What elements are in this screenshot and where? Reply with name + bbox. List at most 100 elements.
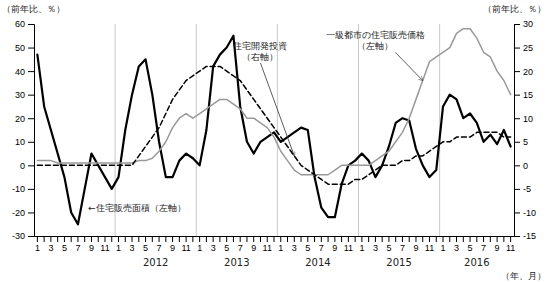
x-tick <box>98 236 99 242</box>
x-tick <box>165 236 166 242</box>
x-tick <box>192 236 193 242</box>
x-tick <box>206 236 207 242</box>
x-tick: 9 <box>413 236 418 253</box>
y-tick-mark <box>28 236 34 237</box>
y2-tick: 30 <box>514 19 533 29</box>
y-tick-label: -10 <box>12 184 25 194</box>
x-tick <box>152 236 153 242</box>
x-axis: 1357911135791113579111357911135791113579… <box>35 236 516 253</box>
x-tick <box>341 236 342 242</box>
x-tick-label: 7 <box>481 243 486 253</box>
x-tick-mark <box>145 236 146 242</box>
y-tick-mark <box>28 48 34 49</box>
x-tick <box>125 236 126 242</box>
x-tick-mark <box>138 236 139 242</box>
x-tick: 11 <box>181 236 190 253</box>
x-tick-label: 1 <box>35 243 40 253</box>
x-tick-mark <box>490 236 491 242</box>
x-tick: 5 <box>468 236 473 253</box>
y-tick-mark <box>28 71 34 72</box>
x-tick-label: 7 <box>400 243 405 253</box>
x-tick-label: 11 <box>344 243 353 253</box>
x-tick-mark <box>104 236 105 242</box>
x-tick-mark <box>497 236 498 242</box>
y2-tick: 10 <box>514 114 533 124</box>
x-tick: 1 <box>116 236 121 253</box>
x-tick-label: 7 <box>319 243 324 253</box>
y2-tick-mark <box>514 71 520 72</box>
x-tick-mark <box>503 236 504 242</box>
x-tick-mark <box>44 236 45 242</box>
x-tick-mark <box>260 236 261 242</box>
x-tick-mark <box>179 236 180 242</box>
x-tick: 5 <box>224 236 229 253</box>
y-tick: 50 <box>15 43 34 53</box>
x-tick-mark <box>301 236 302 242</box>
y-tick-mark <box>28 189 34 190</box>
y2-tick-label: -15 <box>523 231 536 241</box>
x-tick: 9 <box>251 236 256 253</box>
year-label: 2012 <box>143 257 168 268</box>
x-tick: 7 <box>75 236 80 253</box>
x-tick <box>274 236 275 242</box>
x-tick: 7 <box>319 236 324 253</box>
y-tick-label: 30 <box>15 90 25 100</box>
x-tick: 9 <box>332 236 337 253</box>
y2-tick-mark <box>514 24 520 25</box>
x-tick: 9 <box>89 236 94 253</box>
x-tick: 5 <box>386 236 391 253</box>
x-tick: 3 <box>130 236 135 253</box>
y-tick: 30 <box>15 90 34 100</box>
y2-tick: 15 <box>514 90 533 100</box>
x-tick-mark <box>213 236 214 242</box>
x-tick: 5 <box>62 236 67 253</box>
x-tick-mark <box>159 236 160 242</box>
y2-tick: -15 <box>514 231 536 241</box>
x-tick-mark <box>280 236 281 242</box>
x-tick <box>179 236 180 242</box>
annotation: 一級都市の住宅販売価格（左軸） <box>326 30 425 51</box>
x-tick-mark <box>314 236 315 242</box>
x-tick-label: 5 <box>305 243 310 253</box>
y-tick-label: 60 <box>15 19 25 29</box>
x-tick: 7 <box>157 236 162 253</box>
x-tick <box>395 236 396 242</box>
y-tick: 40 <box>15 66 34 76</box>
x-tick <box>382 236 383 242</box>
y-tick-label: 0 <box>20 161 25 171</box>
x-tick-label: 3 <box>454 243 459 253</box>
y2-tick-mark <box>514 236 520 237</box>
x-tick-mark <box>422 236 423 242</box>
x-tick-mark <box>341 236 342 242</box>
y-tick-mark <box>28 142 34 143</box>
x-tick-mark <box>449 236 450 242</box>
x-tick: 1 <box>359 236 364 253</box>
y2-axis-title: （前年比、％） <box>483 4 546 14</box>
y2-tick-label: -5 <box>523 184 531 194</box>
x-tick-label: 1 <box>359 243 364 253</box>
x-tick-mark <box>375 236 376 242</box>
annotation-arrow <box>260 63 294 156</box>
annotation-line: （右軸） <box>242 52 278 62</box>
y2-tick-mark <box>514 48 520 49</box>
x-tick-label: 3 <box>211 243 216 253</box>
x-tick-mark <box>368 236 369 242</box>
x-tick: 9 <box>495 236 500 253</box>
x-tick-mark <box>443 236 444 242</box>
x-tick-label: 1 <box>197 243 202 253</box>
year-label: 2015 <box>386 257 411 268</box>
x-tick <box>111 236 112 242</box>
x-tick-label: 9 <box>332 243 337 253</box>
chart: -30-20-100102030405060-15-10-50510152025… <box>0 0 548 282</box>
x-tick-mark <box>50 236 51 242</box>
x-tick-mark <box>240 236 241 242</box>
x-tick: 11 <box>263 236 272 253</box>
x-tick-mark <box>361 236 362 242</box>
y2-tick: -10 <box>514 208 536 218</box>
y-axis: -30-20-100102030405060 <box>12 19 35 241</box>
series-line <box>37 29 510 175</box>
x-tick-label: 5 <box>386 243 391 253</box>
year-separator <box>358 24 359 236</box>
x-tick-mark <box>294 236 295 242</box>
x-tick <box>246 236 247 242</box>
